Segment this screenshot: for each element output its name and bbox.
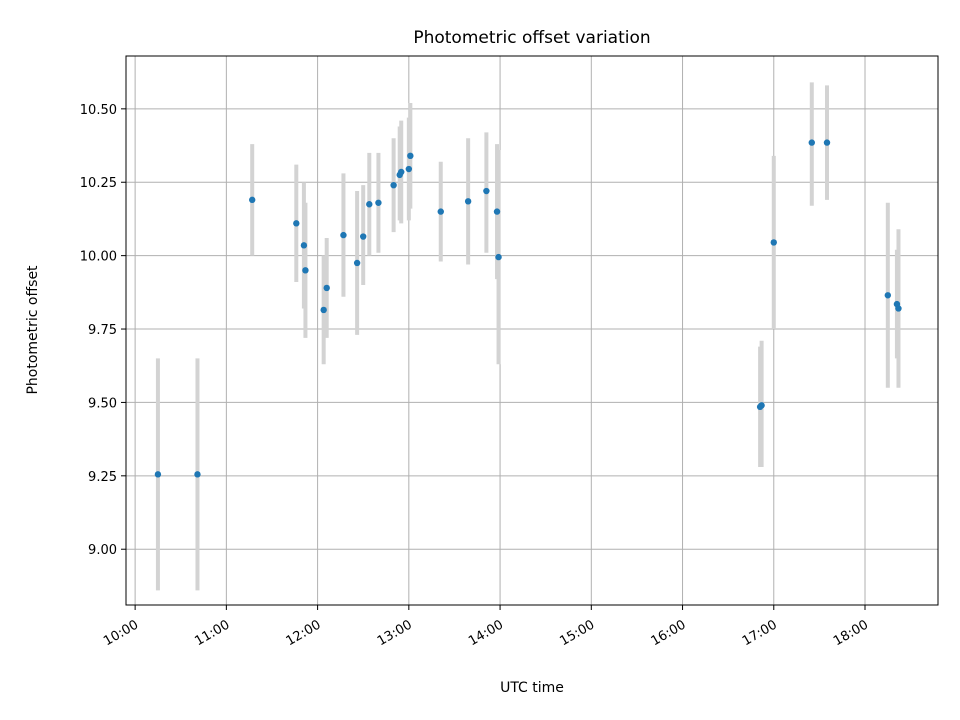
x-tick-label: 14:00: [466, 617, 506, 649]
data-point: [758, 402, 765, 409]
x-tick-label: 18:00: [831, 617, 871, 649]
data-point: [437, 208, 444, 215]
data-point: [483, 187, 490, 195]
x-tick-label: 13:00: [375, 617, 415, 649]
x-tick-label: 17:00: [740, 617, 780, 649]
data-point: [823, 139, 831, 146]
data-point: [300, 242, 308, 249]
grid-lines: [126, 56, 938, 605]
data-point: [320, 306, 327, 314]
data-point: [323, 284, 330, 292]
data-point: [464, 198, 472, 205]
x-tick-label: 11:00: [192, 617, 232, 649]
data-point: [808, 139, 815, 146]
y-axis-ticks: 9.00 9.25 9.50 9.75 10.00 10.25 10.50: [80, 103, 126, 558]
data-point: [360, 233, 367, 240]
y-tick-label: 10.00: [80, 250, 117, 265]
data-point: [340, 231, 347, 239]
y-tick-label: 10.50: [80, 103, 117, 118]
x-tick-label: 15:00: [557, 617, 597, 649]
x-tick-label: 16:00: [649, 617, 689, 649]
data-point: [770, 239, 777, 246]
data-point: [398, 168, 405, 176]
x-axis-label: UTC time: [500, 680, 564, 696]
y-axis-label: Photometric offset: [25, 265, 41, 395]
error-bars: [155, 82, 901, 591]
data-point: [293, 220, 300, 227]
data-point: [405, 165, 413, 173]
y-tick-label: 9.75: [88, 323, 117, 338]
data-point: [353, 259, 361, 267]
plot-frame: [125, 55, 939, 606]
y-tick-label: 10.25: [80, 176, 117, 191]
y-tick-label: 9.25: [88, 470, 117, 485]
x-axis-ticks: 10:00 11:00 12:00 13:00 14:00 15:00 16:00 17:00…: [101, 605, 871, 649]
data-point: [366, 201, 373, 208]
data-point: [194, 471, 201, 478]
y-tick-label: 9.50: [88, 396, 117, 411]
data-point: [154, 471, 162, 478]
data-point: [390, 181, 397, 189]
x-tick-label: 12:00: [284, 617, 324, 649]
x-tick-label: 10:00: [101, 617, 141, 649]
y-tick-label: 9.00: [88, 543, 117, 558]
data-point: [884, 292, 892, 299]
chart-title: Photometric offset variation: [413, 28, 650, 48]
data-point: [495, 253, 502, 261]
data-points: [154, 139, 902, 478]
data-point: [407, 152, 414, 160]
data-point: [375, 199, 382, 206]
data-point: [249, 196, 256, 204]
data-point: [302, 267, 309, 274]
data-point: [493, 208, 501, 215]
data-point: [895, 305, 902, 312]
